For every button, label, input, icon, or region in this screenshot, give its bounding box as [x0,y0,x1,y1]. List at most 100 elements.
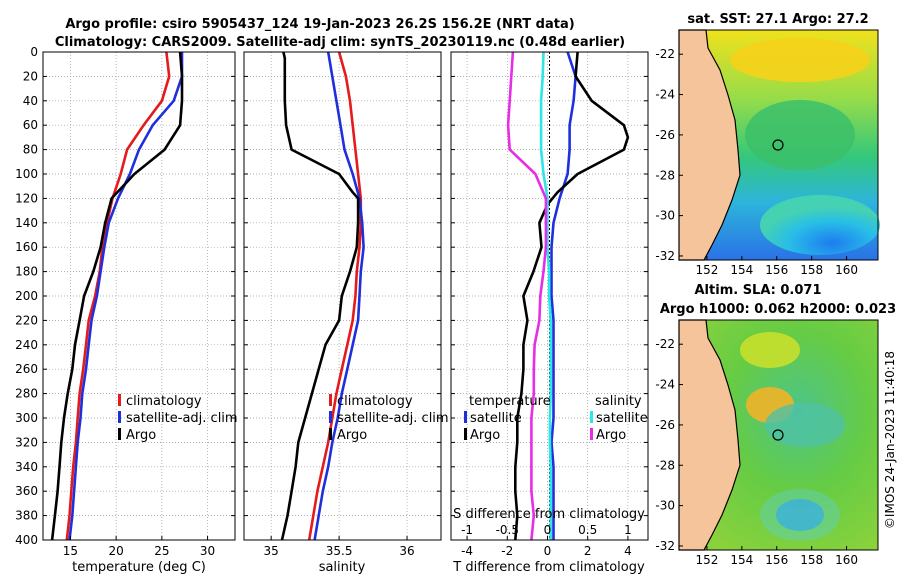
sst-map-frame [678,29,879,261]
map-y-tick-label: -28 [655,458,675,472]
sla-xticks: 152 154 156 158 160 [695,546,858,567]
legend-swatch-climatology [329,394,332,406]
map-x-tick-label: 152 [695,553,718,567]
difference-xlabel: T difference from climatology [452,560,645,575]
temperature-panel: 0 20 40 60 80 100 120 140 160 180 200 220 240 260 280 3… [15,45,238,575]
legend-label-climatology: climatology [126,394,202,409]
x-tick-label: 4 [624,544,632,558]
salinity-grid [244,51,441,541]
difference-lines [506,51,630,541]
x-tick-label: -4 [461,544,473,558]
temperature-lines [50,51,184,541]
map-y-tick-label: -22 [655,337,675,351]
copyright-stamp: ©IMOS 24-Jan-2023 11:40:18 [883,351,897,529]
legend-heading-temperature: temperature [469,394,551,409]
temperature-axes-box [42,51,236,541]
y-tick-label: 220 [15,313,38,327]
figure-title-line2: Climatology: CARS2009. Satellite-adj cli… [55,35,625,50]
legend-label-sal-satellite: satellite [596,411,648,426]
legend-swatch-argo [329,428,332,440]
salinity-legend: climatology satellite-adj. clim Argo [329,394,449,443]
map-y-tick-label: -24 [655,378,675,392]
y-tick-label: 260 [15,362,38,376]
map-x-tick-label: 160 [835,263,858,277]
legend-label-argo: Argo [337,428,367,443]
map-x-tick-label: 156 [765,553,788,567]
y-tick-label: 120 [15,191,38,205]
x-tick-label: 36 [399,544,414,558]
salinity-xlabel: salinity [319,560,366,575]
y-tick-label: 360 [15,484,38,498]
difference-legend: temperature satellite Argo salinity sate… [464,394,648,443]
y-tick-label: 160 [15,240,38,254]
sst-yticks: -22 -24 -26 -28 -30 -32 [655,47,683,263]
sst-warm-patch [730,38,870,82]
temperature-legend: climatology satellite-adj. clim Argo [118,394,238,443]
y-tick-label: 40 [23,94,38,108]
map-y-tick-label: -26 [655,418,675,432]
legend-swatch-satellite [329,411,332,423]
sst-argo-location-marker [772,139,784,151]
sla-yellow-patch [740,332,800,368]
map-x-tick-label: 154 [730,263,753,277]
legend-label-argo: Argo [126,428,156,443]
map-x-tick-label: 158 [800,263,823,277]
sst-cool-patch [760,195,880,255]
series-line-temperature-argo [513,51,630,541]
sst-map: sat. SST: 27.1 Argo: 27.2 152 154 156 158 16… [655,12,880,277]
y-tick-label: 200 [15,289,38,303]
legend-label-satellite: satellite-adj. clim [126,411,238,426]
y-tick-label: 240 [15,338,38,352]
sla-map-title-line2: Argo h1000: 0.062 h2000: 0.023 [660,302,896,317]
series-line-salinity-argo [506,51,548,541]
sla-map: Altim. SLA: 0.071 Argo h1000: 0.062 h200… [655,283,896,567]
sla-blue-patch [776,499,824,531]
x2-tick-label: 0.5 [578,523,597,537]
y-tick-label: 280 [15,387,38,401]
series-line-argo [50,51,184,541]
map-x-tick-label: 156 [765,263,788,277]
sla-argo-location-marker [772,429,784,441]
y-tick-label: 380 [15,509,38,523]
y-tick-label: 140 [15,216,38,230]
difference-ticks: -4 -2 0 2 4 -1 -0.5 0 0.5 1 [451,51,648,558]
difference-axes-box [450,51,649,541]
series-line-salinity-satellite [539,51,553,540]
sla-yticks: -22 -24 -26 -28 -30 -32 [655,337,683,553]
map-x-tick-label: 160 [835,553,858,567]
series-line-climatology [65,51,171,541]
legend-label-temp-satellite: satellite [470,411,522,426]
x-tick-label: 35.5 [326,544,353,558]
difference-x2label: S difference from climatology [453,507,645,522]
x-tick-label: 2 [584,544,592,558]
legend-label-satellite: satellite-adj. clim [337,411,449,426]
x-tick-label: -2 [501,544,513,558]
sla-land-australia [678,319,741,551]
legend-label-temp-argo: Argo [470,428,500,443]
sst-green-patch [745,100,855,170]
map-y-tick-label: -24 [655,88,675,102]
y-tick-label: 340 [15,460,38,474]
legend-swatch-climatology [118,394,121,406]
y-tick-label: 20 [23,69,38,83]
legend-label-climatology: climatology [337,394,413,409]
map-x-tick-label: 152 [695,263,718,277]
y-tick-label: 320 [15,435,38,449]
map-y-tick-label: -28 [655,168,675,182]
temperature-xlabel: temperature (deg C) [72,560,206,575]
legend-heading-salinity: salinity [595,394,642,409]
y-tick-label: 400 [15,533,38,547]
sst-xticks: 152 154 156 158 160 [695,256,858,277]
sst-map-title: sat. SST: 27.1 Argo: 27.2 [687,12,868,27]
map-x-tick-label: 154 [730,553,753,567]
series-line-temperature-satellite [550,51,577,540]
map-y-tick-label: -30 [655,499,675,513]
sla-map-frame [678,319,879,551]
series-line-climatology [307,51,363,541]
map-y-tick-label: -32 [655,539,675,553]
legend-swatch-satellite [118,411,121,423]
sla-cyan-patch [760,489,840,541]
legend-label-sal-argo: Argo [596,428,626,443]
y-tick-label: 80 [23,143,38,157]
